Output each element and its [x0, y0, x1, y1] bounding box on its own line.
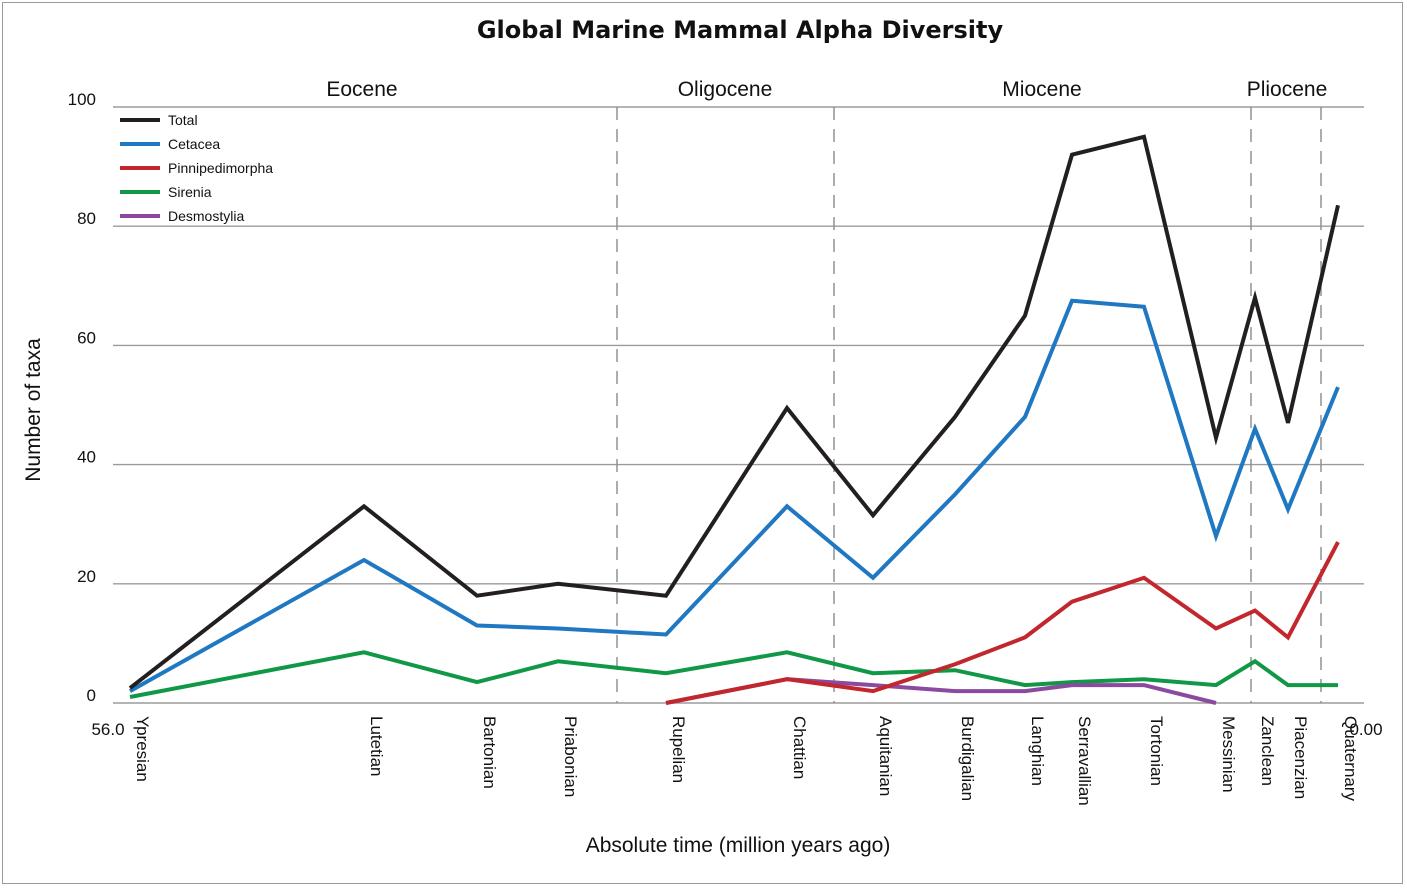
y-tick-label: 60 — [77, 328, 96, 347]
legend-label-desmostylia: Desmostylia — [168, 208, 244, 224]
chart-title: Global Marine Mammal Alpha Diversity — [477, 16, 1004, 44]
series-line-sirenia — [129, 650, 1338, 699]
y-tick-label: 20 — [77, 567, 96, 586]
stage-label-ypresian: Ypresian — [133, 716, 152, 782]
x-end-label: 0.00 — [1349, 720, 1382, 739]
y-tick-label: 0 — [87, 686, 96, 705]
series-line-pinnipedimorpha — [665, 541, 1340, 705]
epoch-dividers — [616, 107, 1322, 703]
stage-label-chattian: Chattian — [790, 716, 809, 779]
stage-label-burdigalian: Burdigalian — [958, 716, 977, 801]
stage-label-priabonian: Priabonian — [561, 716, 580, 797]
y-tick-label: 100 — [68, 90, 96, 109]
epoch-label-eocene: Eocene — [326, 78, 397, 101]
stage-labels: Ypresian Lutetian Bartonian Priabonian Rupel… — [133, 716, 1360, 806]
x-axis-label: Absolute time (million years ago) — [586, 834, 891, 857]
stage-label-piacenzian: Piacenzian — [1291, 716, 1310, 799]
legend-label-cetacea: Cetacea — [168, 136, 220, 152]
stage-label-bartonian: Bartonian — [480, 716, 499, 789]
epoch-labels: Eocene Oligocene Miocene Pliocene — [326, 78, 1327, 101]
stage-label-zanclean: Zanclean — [1258, 716, 1277, 786]
stage-label-quaternary: Quaternary — [1341, 716, 1360, 802]
legend-label-total: Total — [168, 112, 198, 128]
stage-label-aquitanian: Aquitanian — [876, 716, 895, 796]
stage-label-messinian: Messinian — [1219, 716, 1238, 793]
legend-label-pinnipedimorpha: Pinnipedimorpha — [168, 160, 273, 176]
y-axis-label: Number of taxa — [22, 338, 45, 482]
series-line-desmostylia — [665, 677, 1217, 705]
epoch-label-pliocene: Pliocene — [1247, 78, 1328, 101]
y-tick-label: 80 — [77, 209, 96, 228]
stage-label-rupelian: Rupelian — [669, 716, 688, 783]
series-line-total — [128, 134, 1340, 690]
stage-label-serravallian: Serravallian — [1075, 716, 1094, 806]
epoch-label-miocene: Miocene — [1002, 78, 1081, 101]
y-tick-label: 40 — [77, 448, 96, 467]
legend-label-sirenia: Sirenia — [168, 184, 212, 200]
series-layer — [128, 134, 1340, 705]
stage-label-lutetian: Lutetian — [367, 716, 386, 777]
x-start-label: 56.0 — [91, 720, 124, 739]
legend: Total Cetacea Pinnipedimorpha Sirenia Desmos… — [120, 112, 273, 224]
epoch-label-oligocene: Oligocene — [678, 78, 773, 101]
series-line-cetacea — [129, 298, 1340, 693]
y-tick-labels: 0 20 40 60 80 100 — [68, 90, 96, 705]
stage-label-langhian: Langhian — [1028, 716, 1047, 786]
stage-label-tortonian: Tortonian — [1147, 716, 1166, 786]
